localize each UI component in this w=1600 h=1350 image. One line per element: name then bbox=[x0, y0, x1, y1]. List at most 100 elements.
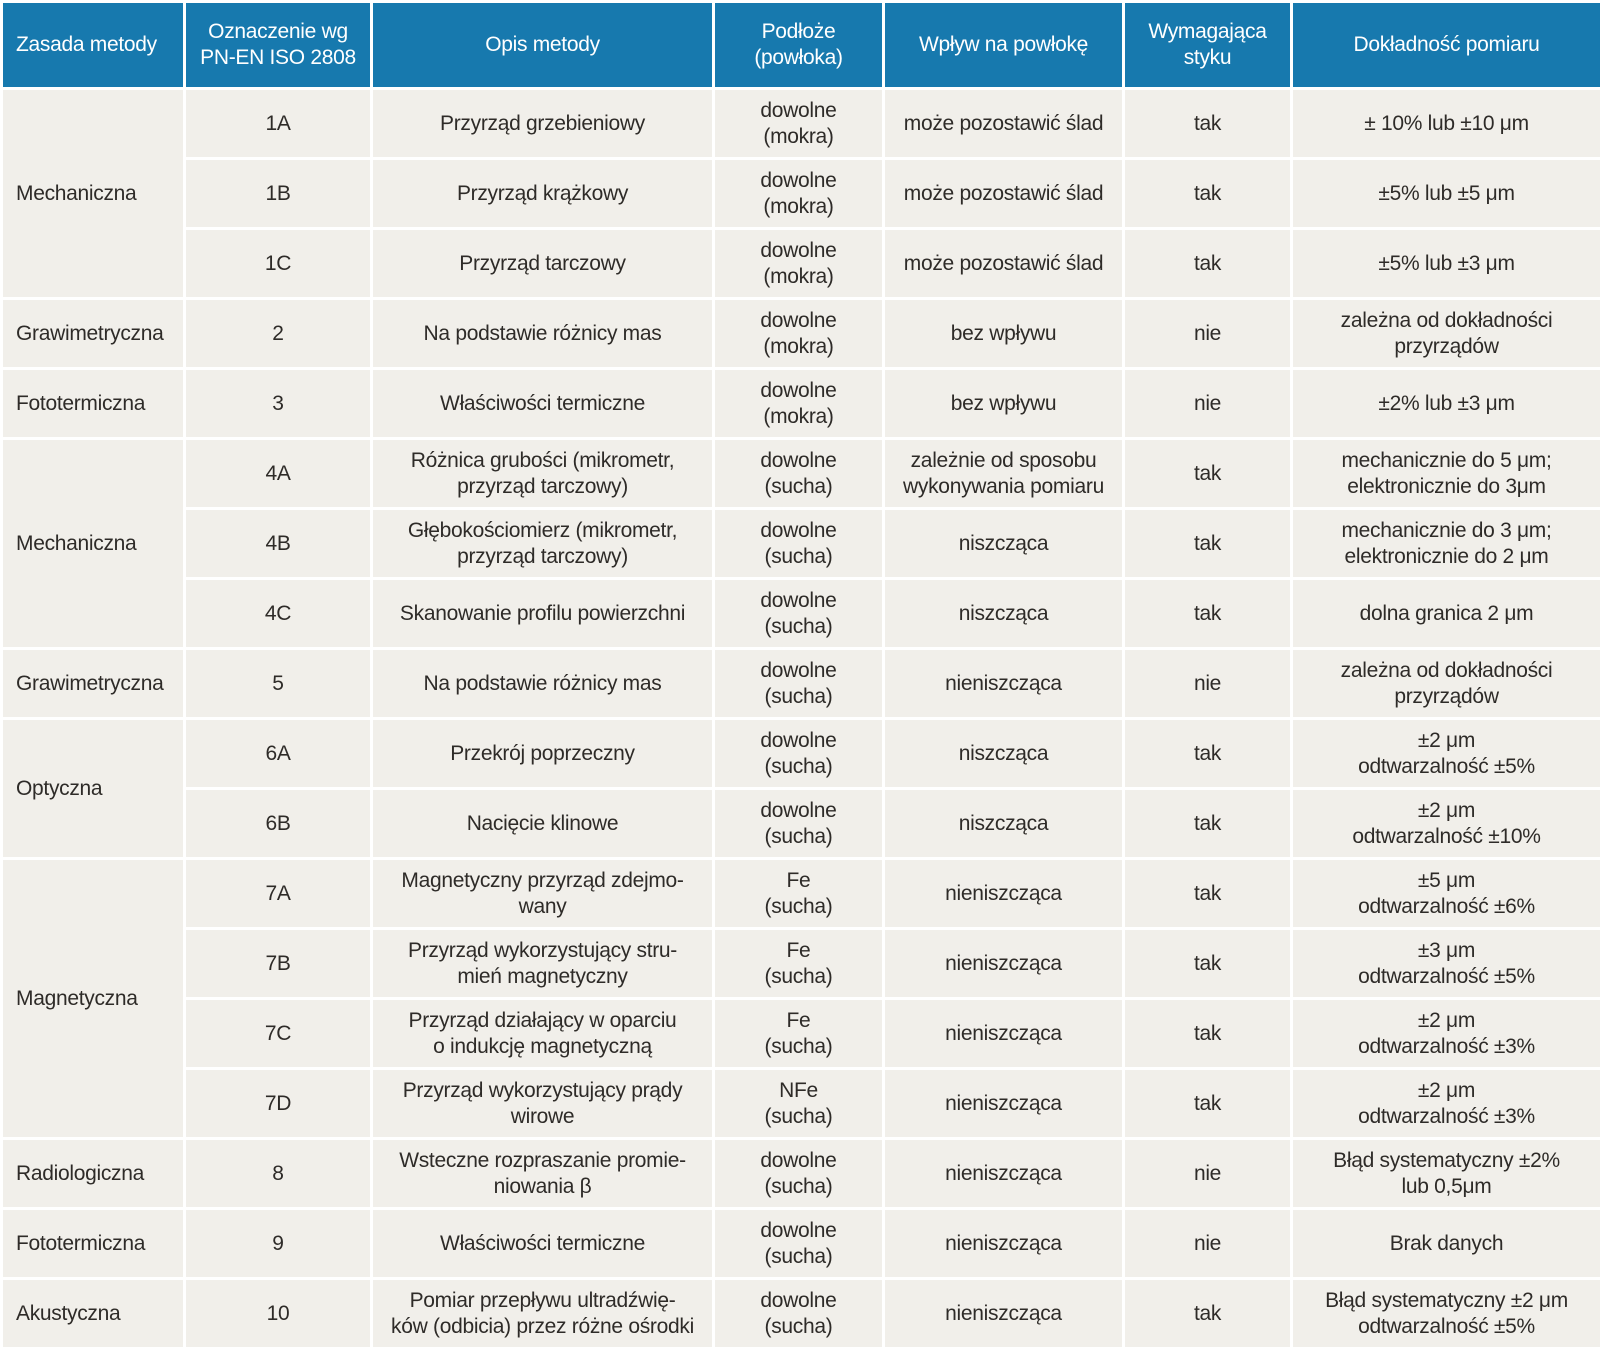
cell-effect: nieniszcząca bbox=[884, 1139, 1124, 1209]
cell-accuracy: Brak danych bbox=[1292, 1209, 1600, 1279]
cell-effect: zależnie od sposobu wykonywania pomiaru bbox=[884, 439, 1124, 509]
col-header-substrate: Podłoże (powłoka) bbox=[714, 2, 884, 89]
cell-principle: Magnetyczna bbox=[2, 859, 185, 1139]
cell-accuracy: ±5% lub ±3 μm bbox=[1292, 229, 1600, 299]
cell-effect: niszcząca bbox=[884, 719, 1124, 789]
cell-code: 2 bbox=[185, 299, 372, 369]
col-header-description: Opis metody bbox=[372, 2, 714, 89]
col-header-effect: Wpływ na powłokę bbox=[884, 2, 1124, 89]
cell-accuracy: ±2 μm odtwarzalność ±10% bbox=[1292, 789, 1600, 859]
table-row: 4B Głębokościomierz (mikrometr, przyrząd… bbox=[2, 509, 1600, 579]
cell-contact: nie bbox=[1124, 1209, 1292, 1279]
cell-contact: tak bbox=[1124, 509, 1292, 579]
cell-effect: niszcząca bbox=[884, 509, 1124, 579]
cell-principle: Fototermiczna bbox=[2, 369, 185, 439]
cell-description: Przyrząd wykorzystujący stru- mień magne… bbox=[372, 929, 714, 999]
cell-code: 4A bbox=[185, 439, 372, 509]
cell-substrate: NFe (sucha) bbox=[714, 1069, 884, 1139]
cell-contact: nie bbox=[1124, 1139, 1292, 1209]
cell-effect: nieniszcząca bbox=[884, 1279, 1124, 1349]
cell-effect: nieniszcząca bbox=[884, 999, 1124, 1069]
cell-principle: Akustyczna bbox=[2, 1279, 185, 1349]
header-row: Zasada metody Oznaczenie wg PN-EN ISO 28… bbox=[2, 2, 1600, 89]
cell-substrate: dowolne (sucha) bbox=[714, 439, 884, 509]
table-row: Grawimetryczna 2 Na podstawie różnicy ma… bbox=[2, 299, 1600, 369]
cell-substrate: dowolne (mokra) bbox=[714, 159, 884, 229]
cell-effect: nieniszcząca bbox=[884, 1209, 1124, 1279]
cell-code: 3 bbox=[185, 369, 372, 439]
cell-description: Wsteczne rozpraszanie promie- niowania β bbox=[372, 1139, 714, 1209]
cell-contact: nie bbox=[1124, 649, 1292, 719]
cell-code: 1C bbox=[185, 229, 372, 299]
cell-accuracy: mechanicznie do 3 μm; elektronicznie do … bbox=[1292, 509, 1600, 579]
cell-description: Skanowanie profilu powierzchni bbox=[372, 579, 714, 649]
cell-description: Różnica grubości (mikrometr, przyrząd ta… bbox=[372, 439, 714, 509]
cell-effect: niszcząca bbox=[884, 789, 1124, 859]
cell-contact: tak bbox=[1124, 439, 1292, 509]
cell-accuracy: ±2 μm odtwarzalność ±3% bbox=[1292, 1069, 1600, 1139]
cell-substrate: dowolne (mokra) bbox=[714, 299, 884, 369]
cell-description: Przyrząd tarczowy bbox=[372, 229, 714, 299]
cell-code: 9 bbox=[185, 1209, 372, 1279]
cell-code: 1B bbox=[185, 159, 372, 229]
cell-description: Właściwości termiczne bbox=[372, 369, 714, 439]
cell-contact: tak bbox=[1124, 859, 1292, 929]
cell-description: Na podstawie różnicy mas bbox=[372, 649, 714, 719]
cell-accuracy: ±2 μm odtwarzalność ±3% bbox=[1292, 999, 1600, 1069]
cell-accuracy: ±2% lub ±3 μm bbox=[1292, 369, 1600, 439]
cell-principle: Optyczna bbox=[2, 719, 185, 859]
cell-contact: tak bbox=[1124, 229, 1292, 299]
cell-substrate: dowolne (sucha) bbox=[714, 509, 884, 579]
cell-description: Przekrój poprzeczny bbox=[372, 719, 714, 789]
table-row: Akustyczna 10 Pomiar przepływu ultradźwi… bbox=[2, 1279, 1600, 1349]
cell-code: 6B bbox=[185, 789, 372, 859]
table-row: Grawimetryczna 5 Na podstawie różnicy ma… bbox=[2, 649, 1600, 719]
cell-contact: tak bbox=[1124, 159, 1292, 229]
table-row: Magnetyczna 7A Magnetyczny przyrząd zdej… bbox=[2, 859, 1600, 929]
cell-accuracy: ± 10% lub ±10 μm bbox=[1292, 89, 1600, 159]
cell-substrate: Fe (sucha) bbox=[714, 999, 884, 1069]
cell-description: Przyrząd działający w oparciu o indukcję… bbox=[372, 999, 714, 1069]
table-row: Fototermiczna 9 Właściwości termiczne do… bbox=[2, 1209, 1600, 1279]
cell-effect: może pozostawić ślad bbox=[884, 229, 1124, 299]
cell-code: 7B bbox=[185, 929, 372, 999]
cell-code: 8 bbox=[185, 1139, 372, 1209]
cell-description: Głębokościomierz (mikrometr, przyrząd ta… bbox=[372, 509, 714, 579]
cell-contact: nie bbox=[1124, 369, 1292, 439]
cell-substrate: dowolne (sucha) bbox=[714, 579, 884, 649]
cell-description: Przyrząd wykorzystujący prądy wirowe bbox=[372, 1069, 714, 1139]
cell-substrate: dowolne (mokra) bbox=[714, 369, 884, 439]
cell-substrate: dowolne (sucha) bbox=[714, 1279, 884, 1349]
cell-code: 7D bbox=[185, 1069, 372, 1139]
table-row: 6B Nacięcie klinowe dowolne (sucha) nisz… bbox=[2, 789, 1600, 859]
table-row: 1C Przyrząd tarczowy dowolne (mokra) moż… bbox=[2, 229, 1600, 299]
cell-effect: nieniszcząca bbox=[884, 649, 1124, 719]
cell-description: Na podstawie różnicy mas bbox=[372, 299, 714, 369]
cell-accuracy: ±5% lub ±5 μm bbox=[1292, 159, 1600, 229]
cell-code: 4C bbox=[185, 579, 372, 649]
cell-principle: Radiologiczna bbox=[2, 1139, 185, 1209]
cell-description: Właściwości termiczne bbox=[372, 1209, 714, 1279]
cell-substrate: Fe (sucha) bbox=[714, 929, 884, 999]
cell-contact: tak bbox=[1124, 789, 1292, 859]
cell-code: 7C bbox=[185, 999, 372, 1069]
table-row: Optyczna 6A Przekrój poprzeczny dowolne … bbox=[2, 719, 1600, 789]
col-header-code: Oznaczenie wg PN-EN ISO 2808 bbox=[185, 2, 372, 89]
cell-description: Przyrząd krążkowy bbox=[372, 159, 714, 229]
cell-principle: Fototermiczna bbox=[2, 1209, 185, 1279]
table-row: 7D Przyrząd wykorzystujący prądy wirowe … bbox=[2, 1069, 1600, 1139]
cell-effect: niszcząca bbox=[884, 579, 1124, 649]
col-header-accuracy: Dokładność pomiaru bbox=[1292, 2, 1600, 89]
cell-accuracy: ±2 μm odtwarzalność ±5% bbox=[1292, 719, 1600, 789]
cell-substrate: Fe (sucha) bbox=[714, 859, 884, 929]
cell-substrate: dowolne (mokra) bbox=[714, 89, 884, 159]
cell-code: 6A bbox=[185, 719, 372, 789]
cell-code: 7A bbox=[185, 859, 372, 929]
col-header-principle: Zasada metody bbox=[2, 2, 185, 89]
table-row: Radiologiczna 8 Wsteczne rozpraszanie pr… bbox=[2, 1139, 1600, 1209]
cell-effect: nieniszcząca bbox=[884, 929, 1124, 999]
cell-substrate: dowolne (sucha) bbox=[714, 719, 884, 789]
cell-substrate: dowolne (sucha) bbox=[714, 1139, 884, 1209]
table-row: Fototermiczna 3 Właściwości termiczne do… bbox=[2, 369, 1600, 439]
